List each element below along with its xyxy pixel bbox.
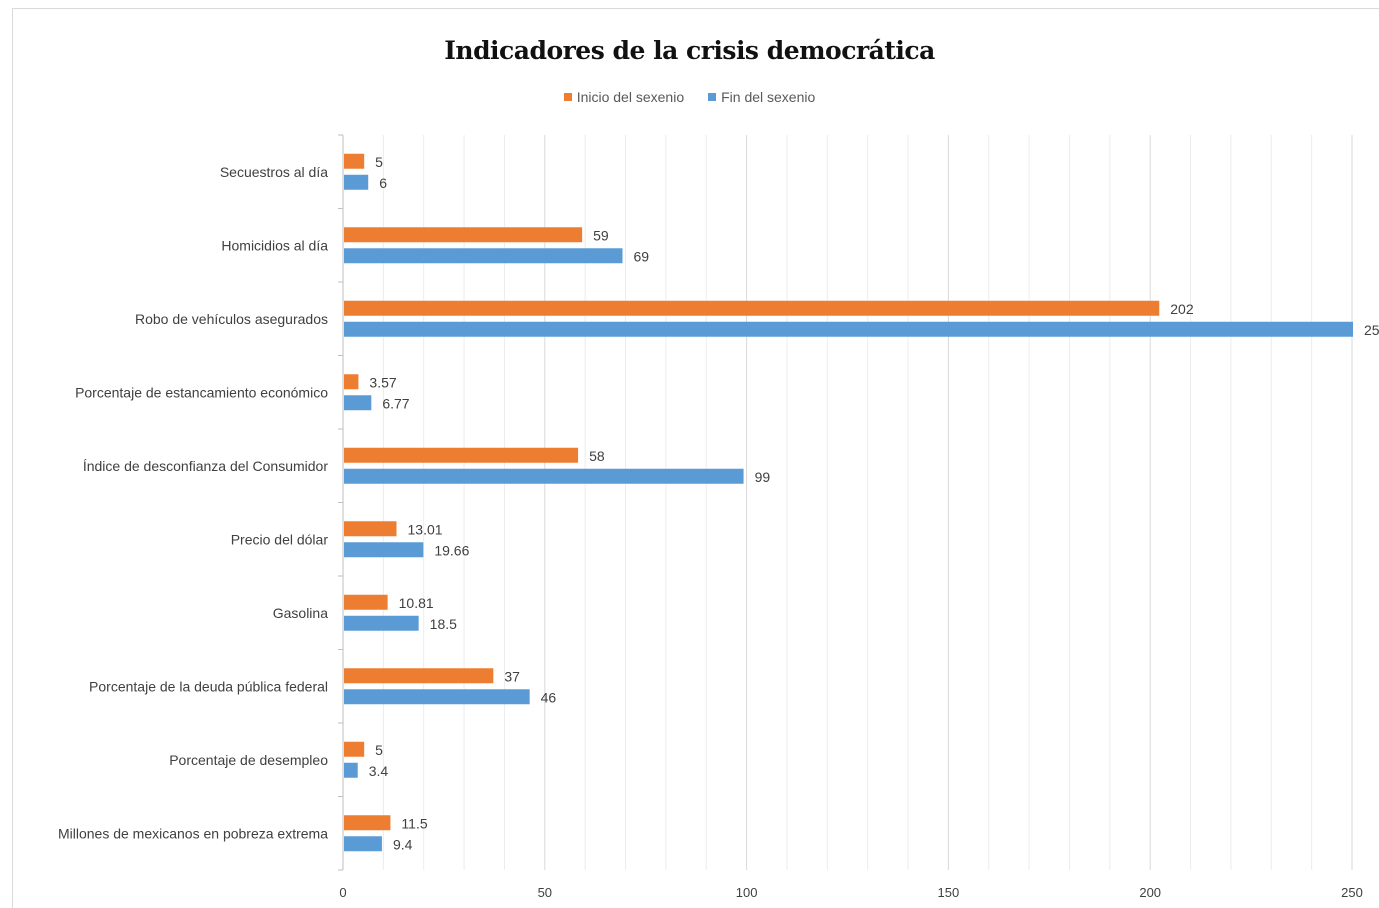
data-label: 5 — [375, 742, 383, 758]
bar-fin — [344, 615, 419, 631]
category-label: Secuestros al día — [220, 164, 328, 180]
bar-fin — [344, 836, 382, 852]
legend-item-fin: Fin del sexenio — [708, 89, 815, 105]
bar-inicio — [344, 374, 359, 390]
category-label: Porcentaje de estancamiento económico — [75, 384, 328, 400]
data-label: 37 — [504, 668, 520, 684]
data-label: 202 — [1170, 301, 1194, 317]
x-tick-label: 150 — [938, 885, 960, 900]
data-label: 3.57 — [369, 374, 396, 390]
data-label: 11.5 — [401, 815, 427, 831]
data-label: 6 — [379, 175, 387, 191]
legend-swatch-inicio — [563, 93, 572, 101]
bar-inicio — [344, 521, 397, 537]
bar-inicio — [344, 815, 391, 831]
chart-legend: Inicio del sexenio Fin del sexenio — [0, 89, 1379, 105]
bar-fin — [344, 468, 744, 484]
category-label: Precio del dólar — [231, 531, 329, 547]
category-label: Millones de mexicanos en pobreza extrema — [58, 825, 328, 841]
data-label: 10.81 — [399, 595, 434, 611]
bar-inicio — [344, 668, 494, 684]
x-tick-label: 50 — [538, 885, 552, 900]
category-label: Porcentaje de desempleo — [169, 752, 328, 768]
legend-item-inicio: Inicio del sexenio — [563, 89, 685, 105]
bar-inicio — [344, 227, 583, 243]
bar-inicio — [344, 594, 388, 610]
data-label: 6.77 — [382, 395, 409, 411]
data-label: 13.01 — [408, 521, 443, 537]
bar-fin — [344, 248, 623, 264]
data-label: 250 — [1364, 322, 1379, 338]
bar-fin — [344, 762, 358, 778]
category-label: Gasolina — [273, 605, 328, 621]
x-tick-label: 200 — [1139, 885, 1161, 900]
bar-inicio — [344, 300, 1160, 316]
bar-inicio — [344, 447, 579, 463]
chart-title: Indicadores de la crisis democrática — [444, 36, 935, 65]
x-tick-label: 100 — [736, 885, 758, 900]
category-label: Homicidios al día — [221, 237, 328, 253]
data-label: 9.4 — [393, 836, 413, 852]
bar-fin — [344, 321, 1353, 337]
data-label: 99 — [755, 469, 771, 485]
legend-label-fin: Fin del sexenio — [721, 89, 816, 105]
data-label: 18.5 — [430, 616, 457, 632]
bar-fin — [344, 542, 424, 558]
category-label: Índice de desconfianza del Consumidor — [83, 458, 328, 474]
bar-fin — [344, 395, 372, 411]
bar-fin — [344, 174, 369, 190]
data-label: 58 — [589, 448, 605, 464]
data-label: 69 — [633, 248, 649, 264]
legend-swatch-fin — [708, 93, 717, 101]
bar-inicio — [344, 741, 365, 757]
data-label: 5 — [375, 154, 383, 170]
data-label: 46 — [541, 689, 557, 705]
x-tick-label: 250 — [1341, 885, 1363, 900]
bar-fin — [344, 689, 530, 705]
category-label: Robo de vehículos asegurados — [135, 311, 328, 327]
category-label: Porcentaje de la deuda pública federal — [89, 678, 328, 694]
data-label: 19.66 — [434, 542, 469, 558]
bar-inicio — [344, 153, 365, 169]
legend-label-inicio: Inicio del sexenio — [576, 89, 685, 105]
x-tick-label: 0 — [339, 885, 346, 900]
chart-frame — [12, 8, 1379, 908]
data-label: 3.4 — [369, 763, 389, 779]
data-label: 59 — [593, 227, 609, 243]
